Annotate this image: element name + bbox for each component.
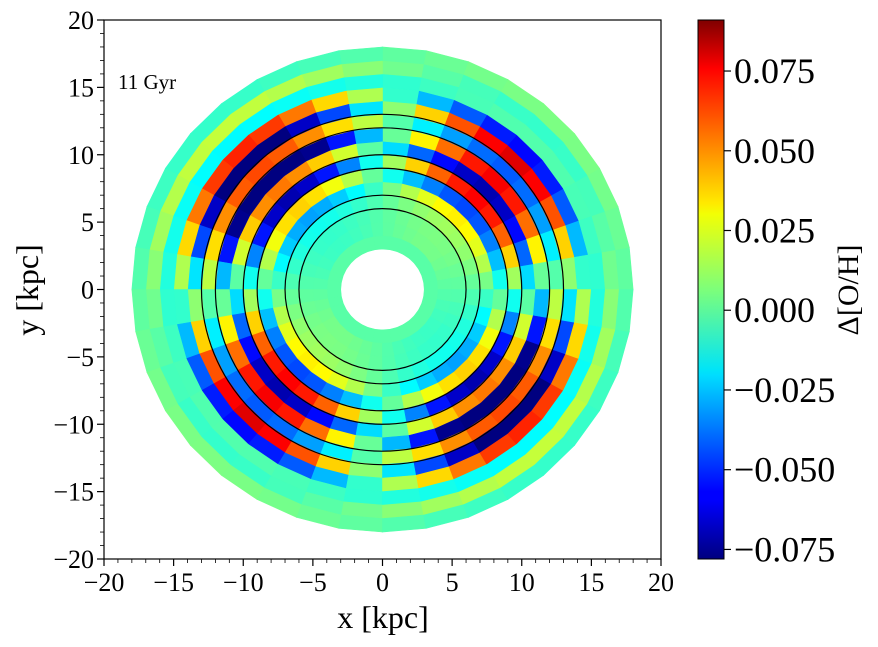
y-tick-label: −10 — [53, 410, 94, 439]
disk-bin — [256, 268, 274, 290]
disk-bin — [491, 289, 509, 311]
disk-bin — [270, 289, 287, 309]
colorbar-tick-label: −0.025 — [734, 370, 835, 410]
disk-bin — [382, 181, 403, 197]
disk-bin — [382, 208, 398, 224]
x-tick-label: −10 — [223, 568, 264, 597]
disk-bin — [478, 289, 495, 309]
disk-bin — [464, 272, 481, 290]
colorbar-tick-label: −0.075 — [734, 529, 835, 569]
y-tick-label: 10 — [68, 141, 94, 170]
disk-bin — [370, 342, 383, 358]
colorbar-label: Δ[O/H] — [832, 245, 865, 336]
x-axis-label: x [kpc] — [337, 599, 429, 635]
y-tick-label: −20 — [53, 545, 94, 574]
disk-bin — [256, 289, 274, 311]
contour-circle — [200, 113, 565, 466]
disk-bin — [365, 194, 383, 211]
y-tick-label: 5 — [81, 208, 94, 237]
disk-bin — [312, 277, 328, 290]
disk-bin — [284, 272, 301, 290]
disk-bin — [382, 167, 405, 184]
disk-bin — [284, 289, 301, 307]
colorbar-tick-label: 0.075 — [734, 51, 815, 91]
contour-circle — [214, 127, 551, 452]
y-axis-ticks: 20 15 10 5 0 −5 −10 −15 −20 — [53, 6, 104, 574]
colorbar-tick-label: −0.050 — [734, 450, 835, 490]
disk-bin — [270, 270, 287, 290]
disk-bin — [298, 275, 315, 290]
plot-area: −20 −15 −10 −5 0 5 10 15 20 20151050−5−10−15−20 … — [9, 6, 674, 635]
y-axis-label: y [kpc] — [9, 244, 45, 336]
colorbar-tick-label: 0.000 — [734, 290, 815, 330]
y-tick-label: 0 — [81, 276, 94, 305]
colorbar-tick-label: 0.025 — [734, 210, 815, 250]
disk-bin — [491, 268, 509, 290]
disk-bin — [478, 270, 495, 290]
x-axis-ticks: −20 −15 −10 −5 0 5 10 15 20 — [84, 559, 674, 597]
y-tick-label: 20 — [68, 6, 94, 35]
y-tick-label: −5 — [66, 343, 94, 372]
x-tick-label: −15 — [153, 568, 194, 597]
disk-bin — [437, 289, 453, 302]
x-tick-label: 10 — [509, 568, 535, 597]
disk-bin — [382, 395, 405, 412]
disk-bin — [382, 221, 395, 237]
disk-bin — [382, 368, 400, 385]
disk-bin — [365, 368, 383, 385]
contour-circle — [284, 194, 481, 385]
colorbar-ticks: −0.075 −0.050 −0.025 0.000 0.025 0.050 0.075 — [724, 51, 835, 569]
disk-bin — [362, 181, 383, 197]
colorbar-tick-label: 0.050 — [734, 131, 815, 171]
disk-bin — [362, 382, 383, 398]
x-tick-label: 15 — [578, 568, 604, 597]
contour-circle — [256, 167, 509, 412]
disk-bin — [464, 289, 481, 307]
x-tick-label: 5 — [446, 568, 459, 597]
disk-bin — [450, 289, 467, 304]
contour-circle — [242, 154, 523, 425]
x-tick-label: 20 — [648, 568, 674, 597]
y-tick-label: 15 — [68, 73, 94, 102]
disk-bin — [367, 355, 383, 371]
contour-circle — [298, 208, 467, 371]
ring-contours — [200, 113, 565, 466]
x-tick-label: −5 — [299, 568, 327, 597]
y-tick-label: −15 — [53, 478, 94, 507]
x-tick-label: −20 — [84, 568, 125, 597]
disk-heatmap — [131, 46, 634, 533]
disk-bin — [360, 167, 383, 184]
disk-bin — [382, 382, 403, 398]
time-annotation: 11 Gyr — [118, 70, 176, 94]
x-tick-label: 0 — [376, 568, 389, 597]
colorbar: −0.075 −0.050 −0.025 0.000 0.025 0.050 0.075 Δ… — [697, 19, 865, 569]
disk-bin — [360, 395, 383, 412]
disk-bin — [382, 194, 400, 211]
disk-bin — [615, 289, 634, 332]
colorbar-gradient — [697, 19, 725, 560]
